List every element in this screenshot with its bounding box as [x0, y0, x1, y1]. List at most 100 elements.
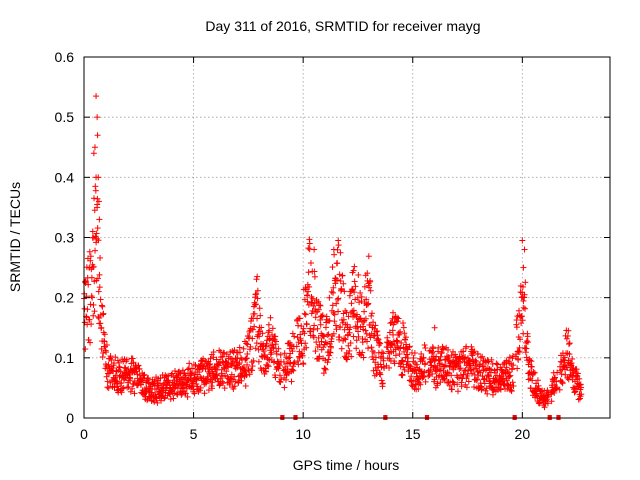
data-point [94, 225, 101, 232]
data-point [96, 284, 103, 291]
data-point [376, 339, 383, 346]
data-point [244, 350, 251, 357]
data-point [325, 331, 332, 338]
data-point [86, 316, 93, 323]
data-point [119, 385, 126, 392]
data-point [346, 292, 353, 299]
data-point [398, 339, 405, 346]
data-point [465, 378, 472, 385]
data-point [245, 365, 252, 372]
data-point [441, 376, 448, 383]
data-point [320, 344, 327, 351]
data-point [504, 385, 511, 392]
data-point [578, 384, 585, 391]
data-point [528, 363, 535, 370]
data-point [331, 318, 338, 325]
data-point [506, 354, 513, 361]
data-point [332, 322, 339, 329]
data-point [457, 372, 464, 379]
y-tick-label: 0.1 [55, 350, 75, 366]
data-point [329, 264, 336, 271]
data-point [270, 345, 277, 352]
data-point [270, 344, 277, 351]
data-point [253, 276, 260, 283]
data-point [131, 390, 138, 397]
data-point [154, 399, 161, 406]
data-point [240, 345, 247, 352]
data-point [442, 362, 449, 369]
data-point [268, 349, 275, 356]
data-point [249, 367, 256, 374]
data-point [107, 353, 114, 360]
data-point [297, 337, 304, 344]
data-point [306, 283, 313, 290]
y-tick-label: 0.5 [55, 109, 75, 125]
data-point [362, 315, 369, 322]
data-point [321, 333, 328, 340]
data-point [564, 364, 571, 371]
data-point [93, 93, 100, 100]
data-point [395, 315, 402, 322]
data-point [480, 376, 487, 383]
data-point [197, 384, 204, 391]
data-point [92, 247, 99, 254]
data-point [88, 321, 95, 328]
data-point [435, 344, 442, 351]
data-point [437, 353, 444, 360]
data-point [293, 343, 300, 350]
data-point [254, 315, 261, 322]
data-point [335, 237, 342, 244]
data-point [247, 343, 254, 350]
data-point [302, 284, 309, 291]
data-point [289, 348, 296, 355]
data-point [456, 366, 463, 373]
data-point [317, 317, 324, 324]
data-point [87, 301, 94, 308]
data-point [422, 378, 429, 385]
data-point [207, 360, 214, 367]
data-point [153, 385, 160, 392]
data-point [88, 293, 95, 300]
data-point [324, 359, 331, 366]
data-point [281, 350, 288, 357]
data-point [301, 310, 308, 317]
grid [84, 57, 610, 418]
data-point [454, 381, 461, 388]
data-point [460, 371, 467, 378]
data-point [506, 373, 513, 380]
data-point [99, 311, 106, 318]
data-point [305, 269, 312, 276]
data-point [373, 328, 380, 335]
data-point [503, 364, 510, 371]
data-point [249, 335, 256, 342]
data-point [311, 268, 318, 275]
data-point [492, 376, 499, 383]
data-point [439, 346, 446, 353]
data-point [310, 303, 317, 310]
data-point [390, 309, 397, 316]
data-point [182, 390, 189, 397]
data-point [367, 277, 374, 284]
data-point [171, 367, 178, 374]
data-point [284, 366, 291, 373]
data-point [307, 259, 314, 266]
data-point [329, 302, 336, 309]
data-point [415, 376, 422, 383]
data-point [468, 343, 475, 350]
data-point [378, 349, 385, 356]
data-point [205, 387, 212, 394]
data-point [318, 338, 325, 345]
data-point [272, 374, 279, 381]
data-point [436, 357, 443, 364]
data-point [306, 240, 313, 247]
data-point [358, 293, 365, 300]
data-point [300, 325, 307, 332]
data-point [431, 363, 438, 370]
data-point [331, 251, 338, 258]
data-point [347, 340, 354, 347]
data-point [89, 228, 96, 235]
data-point [260, 348, 267, 355]
data-point [316, 353, 323, 360]
data-point [189, 365, 196, 372]
data-point [330, 246, 337, 253]
